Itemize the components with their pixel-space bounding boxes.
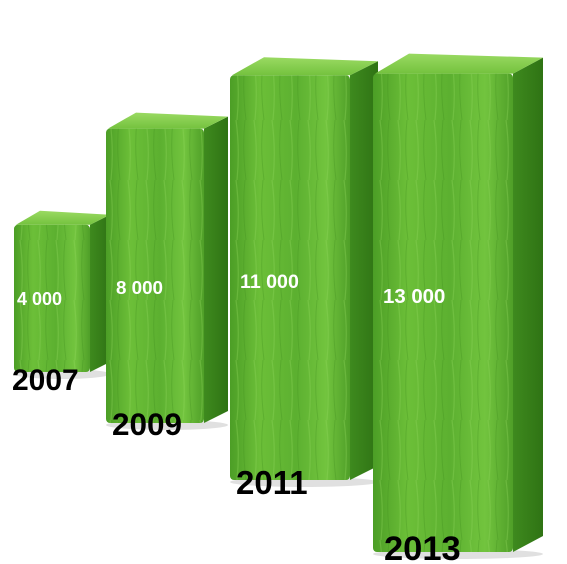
data-label: 8 000 bbox=[116, 277, 163, 298]
bar-top bbox=[16, 210, 110, 225]
bar-texture bbox=[230, 75, 350, 480]
bar-top bbox=[108, 112, 228, 129]
bar-texture bbox=[106, 128, 204, 423]
bar-side bbox=[513, 57, 543, 552]
bar-top bbox=[375, 53, 543, 74]
bars-layer bbox=[14, 53, 543, 559]
category-label: 2009 bbox=[112, 406, 182, 442]
bar-side bbox=[90, 214, 110, 372]
labels-layer: 4 000 2007 8 000 2009 11 000 2011 13 000 2013 bbox=[12, 271, 461, 564]
bar-texture bbox=[14, 224, 90, 372]
category-label: 2007 bbox=[12, 364, 79, 397]
data-label: 11 000 bbox=[240, 271, 299, 293]
bar-side bbox=[204, 116, 228, 423]
category-label: 2013 bbox=[384, 530, 461, 564]
bar-side bbox=[350, 61, 378, 480]
data-label: 13 000 bbox=[383, 286, 445, 308]
category-label: 2011 bbox=[236, 464, 308, 501]
data-label: 4 000 bbox=[17, 289, 62, 309]
bar-texture bbox=[373, 73, 513, 552]
bar-top bbox=[232, 57, 378, 76]
